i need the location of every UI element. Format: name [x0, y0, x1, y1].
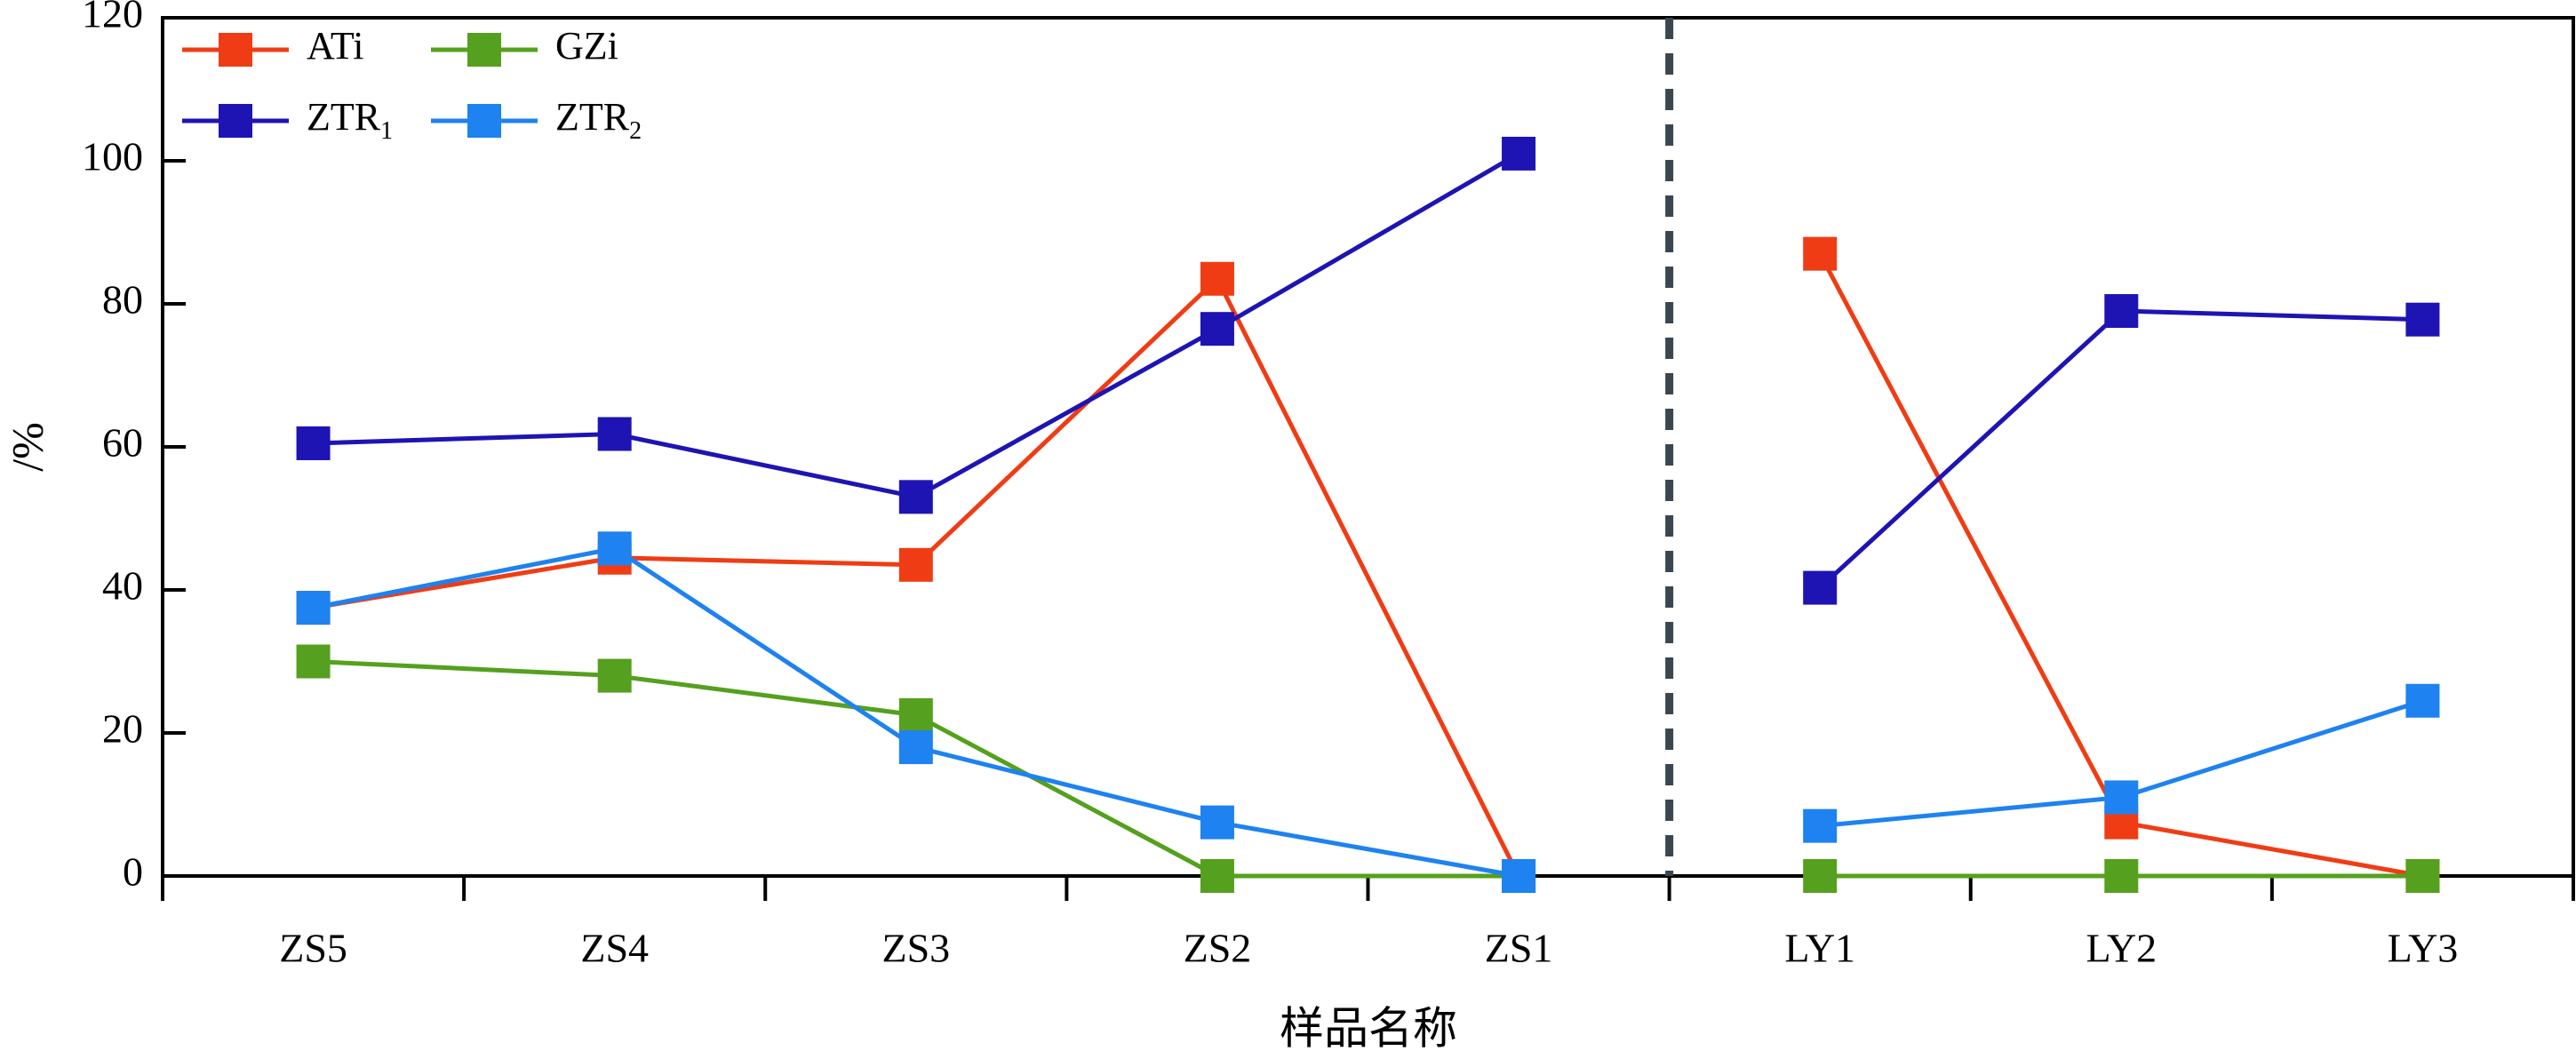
- data-point-GZi: [1200, 859, 1234, 893]
- data-point-ZTR1: [898, 480, 933, 514]
- y-tick-label: 0: [123, 849, 143, 895]
- x-tick-label: ZS3: [881, 926, 950, 971]
- legend-subscript: 1: [380, 117, 393, 145]
- data-point-ZTR2: [1803, 808, 1838, 843]
- data-point-GZi: [898, 697, 933, 732]
- legend-marker: [467, 33, 501, 67]
- legend-marker: [219, 104, 252, 138]
- data-point-ATi: [898, 547, 933, 582]
- y-tick-label: 20: [102, 706, 143, 752]
- y-tick-label: 120: [82, 0, 143, 36]
- x-tick-label: LY2: [2086, 926, 2157, 971]
- y-axis-title: /%: [2, 422, 52, 472]
- data-point-ZTR2: [597, 531, 632, 566]
- data-point-ATi: [1200, 261, 1234, 296]
- data-point-ZTR2: [2405, 683, 2440, 718]
- data-point-GZi: [597, 658, 632, 693]
- series-ZTR1: [296, 136, 2440, 605]
- data-point-ZTR1: [296, 426, 331, 460]
- legend-item-ZTR1: ZTR1: [182, 95, 393, 145]
- data-point-ZTR1: [2104, 294, 2139, 329]
- data-point-ZTR1: [1200, 312, 1234, 346]
- x-tick-label: LY1: [1784, 926, 1855, 971]
- x-tick-label: ZS2: [1184, 926, 1252, 971]
- legend-label: GZi: [555, 24, 618, 68]
- x-axis-title: 样品名称: [1280, 1003, 1457, 1053]
- x-tick-label: ZS4: [580, 926, 649, 971]
- data-point-ZTR2: [2104, 780, 2139, 815]
- legend-item-ZTR2: ZTR2: [431, 95, 642, 145]
- data-point-ZTR1: [597, 417, 632, 451]
- legend-subscript: 2: [629, 117, 642, 145]
- data-point-ZTR1: [1803, 570, 1838, 605]
- data-point-ZTR2: [296, 591, 331, 625]
- legend-label: ZTR1: [307, 95, 393, 145]
- series-ZTR2: [296, 531, 2440, 893]
- x-tick-label: ZS1: [1485, 926, 1553, 971]
- data-point-GZi: [2104, 859, 2139, 893]
- legend-label: ATi: [307, 24, 363, 68]
- y-tick-label: 100: [82, 134, 143, 179]
- legend-item-GZi: GZi: [431, 24, 618, 68]
- data-point-GZi: [296, 644, 331, 679]
- data-point-ZTR1: [2405, 302, 2440, 337]
- y-tick-label: 80: [102, 277, 143, 322]
- data-point-GZi: [2405, 859, 2440, 893]
- x-tick-label: ZS5: [279, 926, 347, 971]
- data-point-ZTR2: [1200, 805, 1234, 840]
- data-point-ZTR1: [1502, 136, 1536, 171]
- x-tick-label: LY3: [2388, 926, 2459, 971]
- legend-marker: [219, 33, 252, 67]
- data-point-ZTR2: [898, 730, 933, 765]
- y-tick-label: 60: [102, 420, 143, 466]
- data-point-ZTR2: [1502, 859, 1536, 893]
- data-point-GZi: [1803, 859, 1838, 893]
- data-point-ATi: [1803, 236, 1838, 271]
- legend-item-ATi: ATi: [182, 24, 363, 68]
- y-tick-label: 40: [102, 563, 143, 609]
- legend-marker: [467, 104, 501, 138]
- legend-label: ZTR2: [555, 95, 642, 145]
